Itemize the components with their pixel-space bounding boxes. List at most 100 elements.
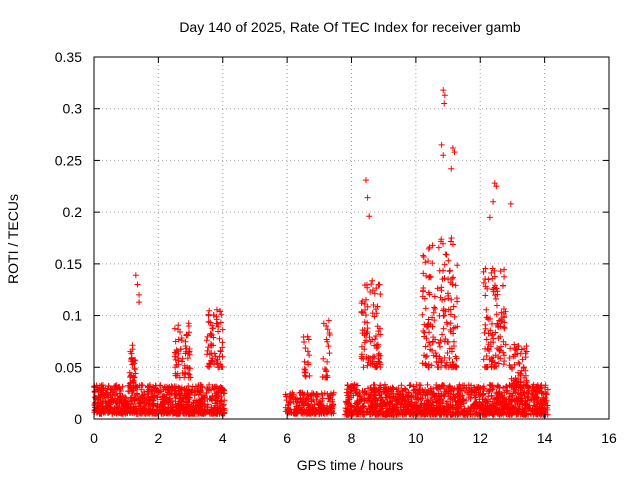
data-point bbox=[490, 286, 497, 293]
data-point bbox=[414, 409, 421, 416]
data-point bbox=[442, 251, 449, 258]
data-point bbox=[473, 399, 480, 406]
data-point bbox=[364, 303, 371, 310]
data-point bbox=[145, 406, 152, 413]
data-point bbox=[361, 327, 368, 334]
data-point bbox=[304, 359, 311, 366]
data-point bbox=[446, 382, 453, 389]
data-point bbox=[447, 387, 454, 394]
data-point bbox=[383, 402, 390, 409]
data-point bbox=[204, 406, 211, 413]
data-point bbox=[208, 386, 215, 393]
data-point bbox=[182, 350, 189, 357]
data-point bbox=[480, 279, 487, 286]
data-point bbox=[480, 268, 487, 275]
data-point bbox=[441, 92, 448, 99]
data-point bbox=[217, 319, 224, 326]
data-point bbox=[495, 408, 502, 415]
data-point bbox=[461, 382, 468, 389]
data-point bbox=[374, 363, 381, 370]
data-point bbox=[377, 291, 384, 298]
data-point bbox=[206, 307, 213, 314]
data-point bbox=[319, 405, 326, 412]
data-point bbox=[209, 322, 216, 329]
data-point bbox=[420, 253, 427, 260]
data-point bbox=[492, 295, 499, 302]
data-point bbox=[494, 302, 501, 309]
data-point bbox=[440, 313, 447, 320]
data-point bbox=[427, 321, 434, 328]
data-point bbox=[436, 353, 443, 360]
data-point bbox=[488, 269, 495, 276]
data-point bbox=[111, 384, 118, 391]
data-point bbox=[114, 385, 121, 392]
data-point bbox=[423, 362, 430, 369]
data-point bbox=[184, 355, 191, 362]
data-point bbox=[206, 361, 213, 368]
data-point bbox=[406, 382, 413, 389]
data-point bbox=[398, 382, 405, 389]
data-point bbox=[482, 321, 489, 328]
data-point bbox=[497, 396, 504, 403]
data-point bbox=[525, 388, 532, 395]
data-point bbox=[521, 400, 528, 407]
data-point bbox=[131, 398, 138, 405]
data-point bbox=[192, 408, 199, 415]
data-point bbox=[127, 372, 134, 379]
data-point bbox=[215, 328, 222, 335]
data-point bbox=[210, 312, 217, 319]
data-point bbox=[502, 384, 509, 391]
data-point bbox=[387, 386, 394, 393]
data-point bbox=[491, 180, 498, 187]
data-point bbox=[172, 338, 179, 345]
data-point bbox=[439, 399, 446, 406]
data-point bbox=[499, 317, 506, 324]
data-point bbox=[362, 177, 369, 184]
data-point bbox=[302, 345, 309, 352]
data-point bbox=[460, 397, 467, 404]
data-point bbox=[523, 377, 530, 384]
data-point bbox=[418, 400, 425, 407]
data-point bbox=[99, 381, 106, 388]
data-point bbox=[207, 319, 214, 326]
data-point bbox=[449, 145, 456, 152]
data-point bbox=[219, 386, 226, 393]
data-point bbox=[132, 272, 139, 279]
data-point bbox=[525, 393, 532, 400]
data-point bbox=[442, 404, 449, 411]
data-point bbox=[416, 405, 423, 412]
data-point bbox=[181, 374, 188, 381]
data-point bbox=[467, 395, 474, 402]
data-point bbox=[386, 399, 393, 406]
data-point bbox=[454, 411, 461, 418]
data-point bbox=[192, 388, 199, 395]
data-point bbox=[382, 394, 389, 401]
data-point bbox=[486, 356, 493, 363]
data-point bbox=[191, 387, 198, 394]
data-point bbox=[518, 346, 525, 353]
data-point bbox=[368, 386, 375, 393]
data-point bbox=[212, 409, 219, 416]
data-point bbox=[457, 393, 464, 400]
data-point bbox=[542, 390, 549, 397]
data-point bbox=[436, 393, 443, 400]
data-point bbox=[373, 333, 380, 340]
data-point bbox=[364, 409, 371, 416]
data-point bbox=[445, 276, 452, 283]
data-point bbox=[433, 384, 440, 391]
data-point bbox=[536, 408, 543, 415]
data-point bbox=[494, 383, 501, 390]
data-point bbox=[425, 289, 432, 296]
data-point bbox=[408, 408, 415, 415]
data-point bbox=[143, 400, 150, 407]
data-point bbox=[508, 410, 515, 417]
data-point bbox=[184, 332, 191, 339]
data-point bbox=[134, 281, 141, 288]
data-point bbox=[493, 285, 500, 292]
data-point bbox=[371, 290, 378, 297]
data-point bbox=[445, 384, 452, 391]
data-point bbox=[493, 183, 500, 190]
data-point bbox=[95, 400, 102, 407]
data-point bbox=[533, 410, 540, 417]
data-point bbox=[132, 357, 139, 364]
